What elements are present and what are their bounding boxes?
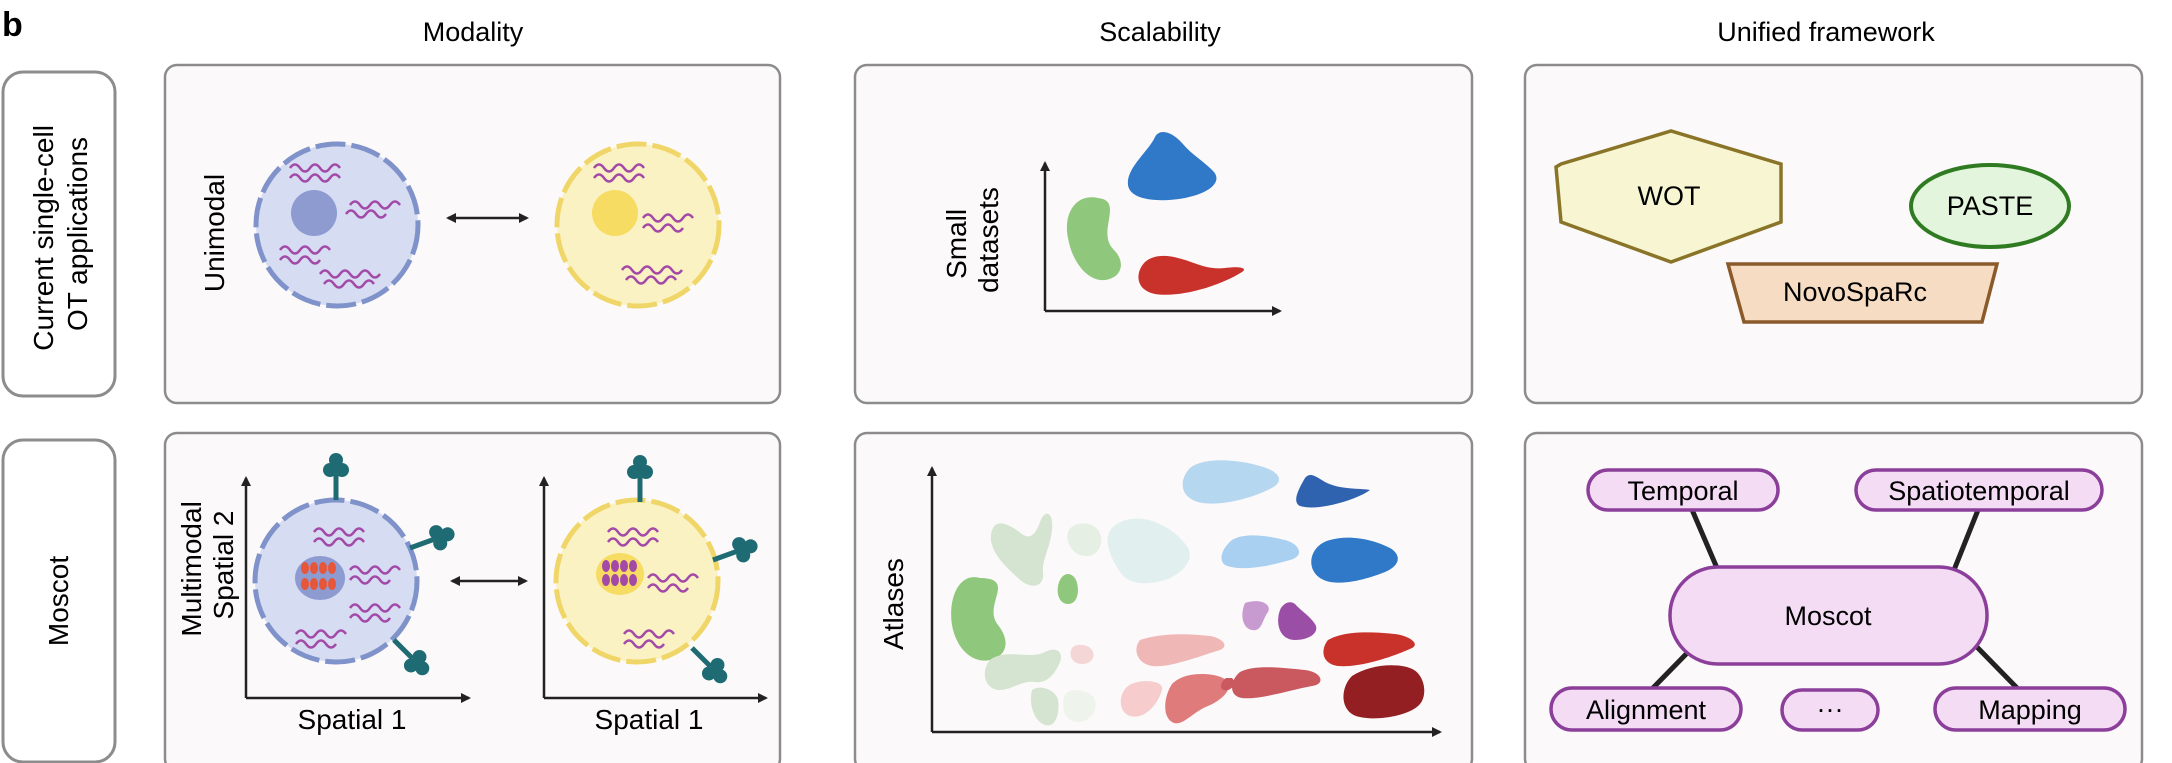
rna-strands-blue-multimodal [294, 527, 402, 649]
atlas-cluster-green-main [951, 577, 1006, 661]
blue-cell-multimodal [252, 453, 459, 682]
atlas-cluster-red-3 [1120, 681, 1163, 717]
novosparc-parallelogram [1725, 262, 2000, 324]
multimodal-label: Multimodal [176, 501, 207, 636]
unimodal-label: Unimodal [199, 174, 230, 292]
column-header-modality: Modality [423, 17, 524, 47]
atlas-cluster-purple-2 [1278, 602, 1317, 640]
temporal-label: Temporal [1627, 476, 1738, 506]
panel-letter: b [2, 6, 23, 44]
row-label-current-line2: OT applications [62, 137, 93, 331]
wot-label: WOT [1638, 181, 1701, 211]
yellow-cell-unimodal [554, 141, 722, 309]
yellow-cell-multimodal-nucleus [596, 553, 644, 595]
yellow-cell-nucleus [592, 190, 638, 236]
atlas-cluster-red-6 [1323, 632, 1415, 667]
atlas-cluster-green-5 [984, 649, 1062, 690]
rna-strands-blue [278, 163, 402, 289]
ellipsis-label: ··· [1817, 694, 1844, 724]
spatial2-label: Spatial 2 [208, 511, 239, 620]
atlas-cluster-red-2 [1136, 634, 1225, 667]
atlas-cluster-red-7 [1343, 665, 1425, 719]
rna-strands-yellow-multimodal [606, 527, 700, 649]
row-label-current: Current single-cell OT applications [28, 117, 93, 350]
small-cluster-red [1138, 255, 1245, 295]
blue-cell-multimodal-nucleus [295, 556, 345, 600]
chromatin-purple [602, 560, 637, 586]
atlas-cluster-red-4 [1165, 674, 1229, 724]
blue-cell-unimodal [253, 141, 421, 309]
atlas-cluster-red-1 [1070, 644, 1094, 664]
right-spatial1-label: Spatial 1 [595, 704, 704, 735]
spatiotemporal-node [1854, 468, 2104, 512]
atlas-cluster-green-3 [1067, 523, 1102, 557]
atlas-cluster-purple-1 [1242, 601, 1269, 631]
moscot-center-label: Moscot [1784, 601, 1872, 631]
paste-ellipse [1909, 163, 2071, 249]
atlas-cluster-green-8 [1107, 518, 1190, 584]
atlas-cluster-red-8 [1220, 678, 1235, 691]
paste-label: PASTE [1947, 191, 2034, 221]
small-cluster-green [1066, 197, 1121, 281]
blue-cell-nucleus [291, 190, 337, 236]
small-datasets-label: Small datasets [941, 187, 1004, 293]
panel-scalability-current [853, 63, 1474, 405]
atlases-label: Atlases [878, 558, 909, 650]
mapping-label: Mapping [1978, 695, 2082, 725]
alignment-label: Alignment [1586, 695, 1707, 725]
novosparc-label: NovoSpaRc [1783, 277, 1927, 307]
atlas-cluster-blue-3 [1221, 535, 1300, 569]
atlas-cluster-green-2 [990, 513, 1053, 586]
wot-hexagon-shape [1554, 129, 1783, 264]
atlas-cluster-green-6 [1030, 687, 1059, 726]
left-spatial1-label: Spatial 1 [298, 704, 407, 735]
atlas-cluster-blue-4 [1311, 537, 1398, 583]
row-label-current-line1: Current single-cell [28, 125, 59, 351]
ellipsis-node [1780, 688, 1880, 732]
row-label-moscot: Moscot [43, 556, 74, 646]
small-clusters [1066, 132, 1245, 295]
atlas-cluster-blue-1 [1182, 460, 1280, 504]
spatiotemporal-label: Spatiotemporal [1888, 476, 2070, 506]
yellow-cell-multimodal [553, 455, 762, 690]
atlas-cluster-green-7 [1063, 689, 1096, 722]
mapping-node [1933, 686, 2127, 732]
atlas-cluster-green-4 [1057, 574, 1078, 604]
small-label-line1: Small [941, 209, 972, 279]
row-label-box-current [1, 70, 117, 398]
small-label-line2: datasets [973, 187, 1004, 293]
small-cluster-blue [1127, 132, 1217, 201]
column-header-scalability: Scalability [1099, 17, 1221, 47]
atlas-cluster-blue-2 [1296, 475, 1370, 508]
chromatin-red [301, 562, 336, 590]
atlas-cluster-red-5 [1232, 667, 1321, 699]
atlas-clusters [951, 460, 1425, 726]
multimodal-spatial2-label: Multimodal Spatial 2 [176, 493, 239, 636]
rna-strands-yellow [592, 163, 695, 285]
moscot-center-node [1668, 565, 1989, 666]
temporal-node [1586, 468, 1780, 512]
alignment-node [1549, 686, 1743, 732]
row-label-box-moscot [1, 438, 117, 763]
column-header-unified-framework: Unified framework [1717, 17, 1935, 47]
